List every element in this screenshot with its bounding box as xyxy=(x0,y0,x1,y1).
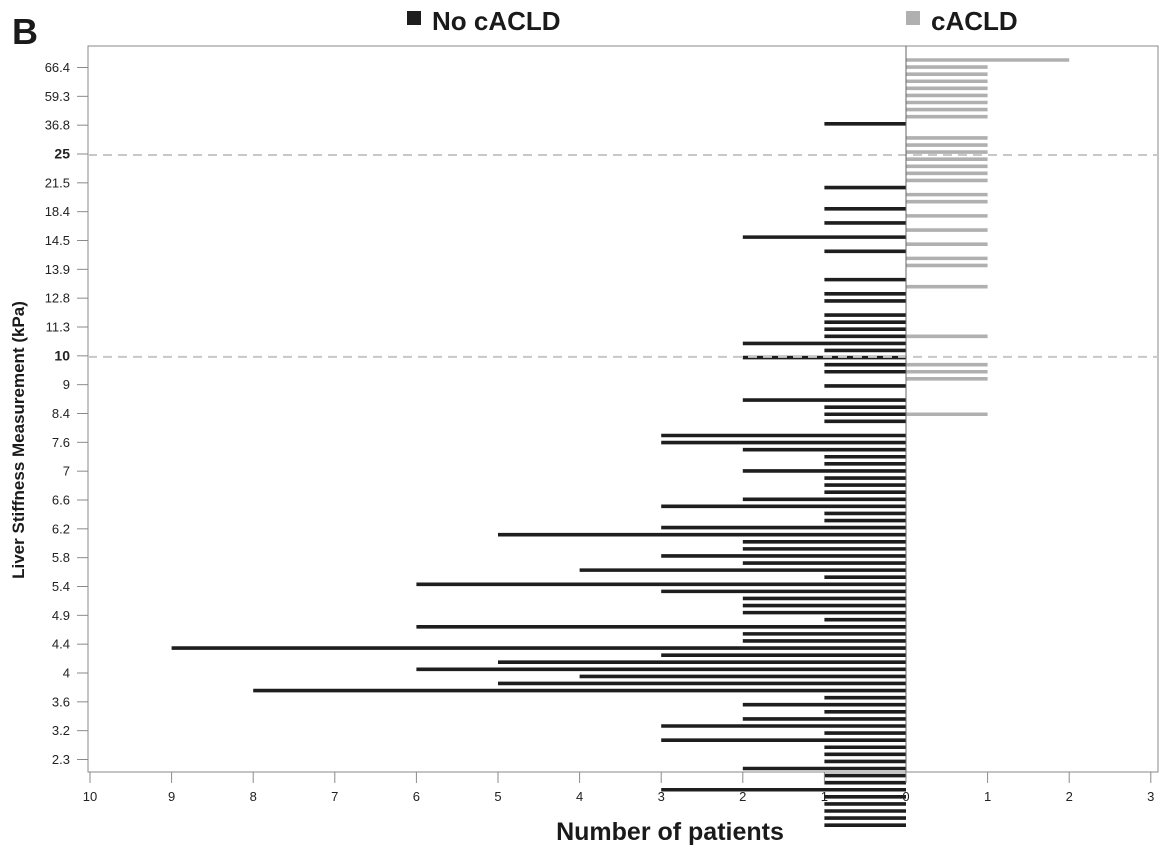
legend-label-no-cacld: No cACLD xyxy=(432,6,561,36)
x-tick-label: 3 xyxy=(1147,789,1154,804)
y-tick-label: 4 xyxy=(63,666,70,681)
reference-lines xyxy=(88,154,1158,358)
y-tick-label: 5.4 xyxy=(52,579,70,594)
y-tick-label: 12.8 xyxy=(45,291,70,306)
panel-label: B xyxy=(12,11,38,52)
y-tick-label: 3.2 xyxy=(52,723,70,738)
legend: No cACLD cACLD xyxy=(407,6,1018,36)
y-tick-label: 9 xyxy=(63,377,70,392)
legend-swatch-cacld xyxy=(906,11,920,25)
y-tick-label: 36.8 xyxy=(45,118,70,133)
y-tick-label: 59.3 xyxy=(45,89,70,104)
x-tick-label: 10 xyxy=(83,789,97,804)
x-tick-label: 1 xyxy=(984,789,991,804)
y-tick-label: 4.9 xyxy=(52,608,70,623)
y-tick-label: 8.4 xyxy=(52,406,70,421)
x-tick-label: 5 xyxy=(494,789,501,804)
y-tick-label: 11.3 xyxy=(46,320,70,335)
y-tick-label: 10 xyxy=(54,347,70,363)
x-tick-label: 9 xyxy=(168,789,175,804)
y-tick-label: 6.6 xyxy=(52,493,70,508)
x-tick-label: 6 xyxy=(413,789,420,804)
y-tick-label: 13.9 xyxy=(45,262,70,277)
x-tick-label: 4 xyxy=(576,789,583,804)
y-tick-label: 66.4 xyxy=(45,60,70,75)
x-axis-title: Number of patients xyxy=(556,818,784,846)
x-axis: 10 9 8 7 6 5 4 3 2 1 0 1 2 3 xyxy=(83,772,1154,804)
y-tick-label: 7 xyxy=(63,464,70,479)
y-tick-label: 6.2 xyxy=(52,521,70,536)
y-tick-label: 3.6 xyxy=(52,694,70,709)
y-tick-label: 4.4 xyxy=(52,637,70,652)
x-tick-label: 8 xyxy=(250,789,257,804)
y-tick-label: 21.5 xyxy=(45,175,70,190)
y-axis-title: Liver Stiffness Measurement (kPa) xyxy=(9,301,28,579)
x-tick-label: 1 xyxy=(821,789,828,804)
legend-label-cacld: cACLD xyxy=(931,6,1018,36)
y-tick-label: 25 xyxy=(54,146,70,162)
y-tick-label: 5.8 xyxy=(52,550,70,565)
y-tick-label: 7.6 xyxy=(52,435,70,450)
y-tick-label: 18.4 xyxy=(45,204,70,219)
y-axis: 66.4 59.3 36.8 25 21.5 18.4 14.5 13.9 12.8 11.3 10… xyxy=(45,60,88,767)
legend-swatch-no-cacld xyxy=(407,11,421,25)
plot-frame xyxy=(87,45,1159,773)
x-tick-label: 3 xyxy=(658,789,665,804)
x-tick-label: 2 xyxy=(1066,789,1073,804)
y-tick-label: 2.3 xyxy=(52,752,70,767)
x-tick-label: 2 xyxy=(739,789,746,804)
bars xyxy=(171,58,1070,827)
x-tick-label: 0 xyxy=(902,789,909,804)
x-tick-label: 7 xyxy=(331,789,338,804)
y-tick-label: 14.5 xyxy=(45,233,70,248)
